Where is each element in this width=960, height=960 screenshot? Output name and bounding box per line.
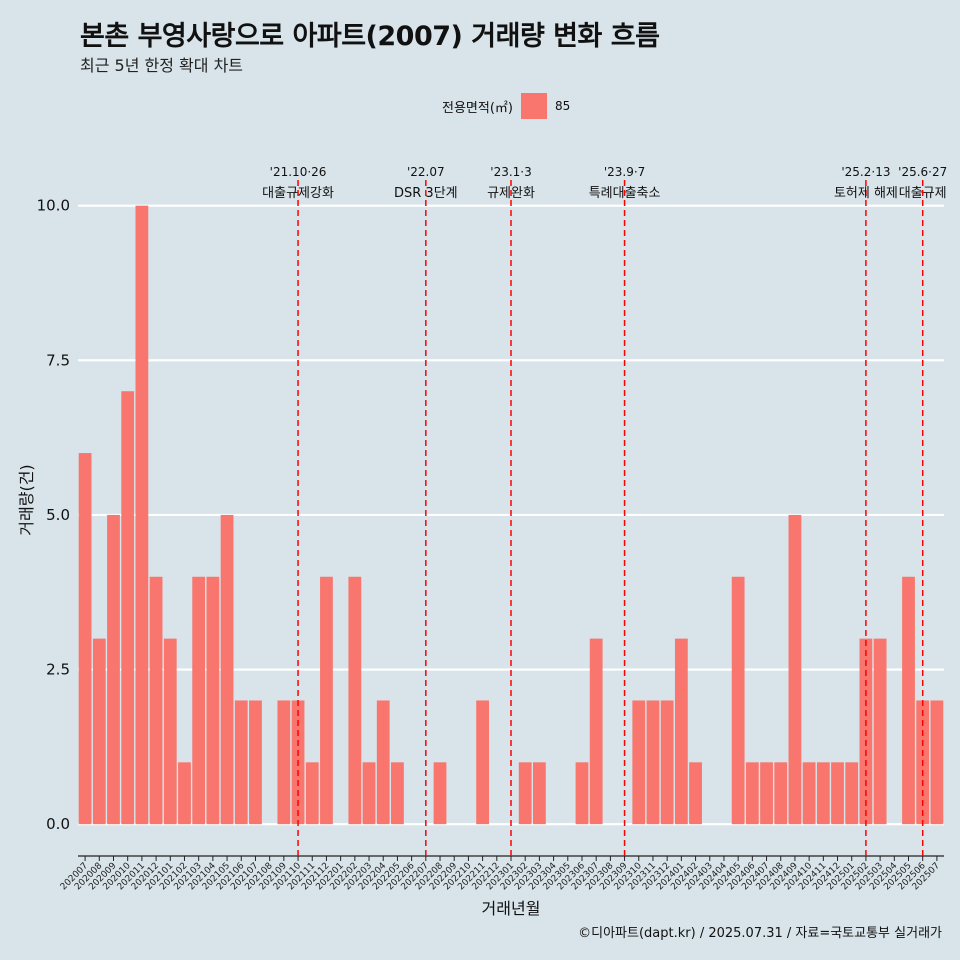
bar [930, 700, 944, 825]
bar [178, 762, 191, 825]
bar [518, 762, 532, 825]
legend: 전용면적(㎡) 85 [442, 93, 570, 119]
bar [376, 700, 390, 825]
event-name-label: 대출규제 [899, 186, 947, 201]
bar [745, 762, 759, 825]
bar [788, 514, 802, 825]
bar [873, 638, 887, 825]
bar [902, 576, 915, 825]
event-date-label: '22.07 [407, 165, 445, 179]
bar [831, 762, 844, 825]
bar [135, 205, 149, 825]
legend-swatch [520, 93, 547, 119]
event-date-label: '21.10·26 [270, 165, 327, 179]
event-date-label: '25.2·13 [841, 165, 890, 179]
bar [192, 576, 206, 825]
event-name-label: 토허제 해제 [834, 186, 898, 201]
bar [206, 576, 220, 825]
bar [391, 762, 404, 825]
bar [589, 638, 603, 825]
event-date-label: '23.9·7 [604, 165, 645, 179]
chart-title: 본촌 부영사랑으로 아파트(2007) 거래량 변화 흐름 [80, 21, 660, 52]
bar [121, 391, 135, 825]
bar [149, 576, 163, 825]
event-date-label: '23.1·3 [490, 165, 531, 179]
bar [305, 762, 319, 825]
bar [646, 700, 660, 825]
bar [92, 638, 106, 825]
bar [845, 762, 859, 825]
bar [433, 762, 447, 825]
bar [249, 700, 262, 825]
legend-item-label: 85 [554, 99, 571, 113]
bar [774, 762, 788, 825]
bar [533, 762, 546, 825]
event-name-label: 규제완화 [487, 186, 535, 201]
y-axis-title: 거래량(건) [17, 464, 36, 535]
bar [234, 700, 248, 825]
y-tick-label: 7.5 [46, 351, 70, 369]
event-name-label: 특례대출축소 [589, 186, 661, 201]
bar [476, 700, 489, 825]
bar [163, 638, 177, 825]
bar [362, 762, 376, 825]
x-axis-title: 거래년월 [482, 899, 541, 918]
chart-subtitle: 최근 5년 한정 확대 차트 [80, 56, 244, 75]
bar [689, 762, 702, 825]
bar [78, 453, 92, 825]
bar [632, 700, 646, 825]
legend-title: 전용면적(㎡) [442, 100, 513, 116]
y-tick-label: 10.0 [37, 197, 70, 215]
bar [731, 576, 745, 825]
bar [107, 514, 120, 825]
bar [674, 638, 688, 825]
bar [277, 700, 291, 825]
event-name-label: 대출규제강화 [262, 186, 334, 201]
bar [575, 762, 589, 825]
event-name-label: DSR 3단계 [394, 186, 458, 201]
bar [220, 514, 234, 825]
bar [320, 576, 333, 825]
bar [760, 762, 773, 825]
event-date-label: '25.6·27 [898, 165, 947, 179]
y-tick-label: 0.0 [46, 815, 70, 833]
y-tick-label: 5.0 [46, 506, 70, 524]
bar [816, 762, 830, 825]
bar [802, 762, 816, 825]
bar [348, 576, 362, 825]
bar [660, 700, 674, 825]
source-caption: ©디아파트(dapt.kr) / 2025.07.31 / 자료=국토교통부 실… [578, 926, 942, 941]
y-tick-label: 2.5 [46, 661, 70, 679]
